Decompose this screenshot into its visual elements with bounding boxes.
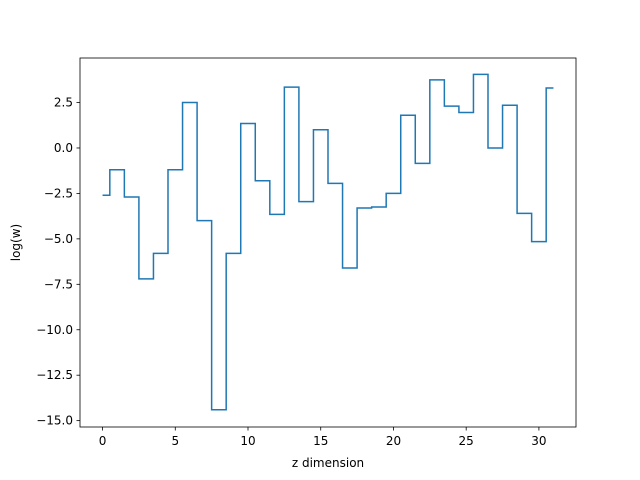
y-tick-label: −10.0 xyxy=(36,323,73,337)
x-axis: 0 5 10 15 20 25 30 xyxy=(99,427,547,448)
y-tick-label: 2.5 xyxy=(54,96,73,110)
y-tick-label: 0.0 xyxy=(54,141,73,155)
axes-frame xyxy=(79,57,577,428)
plot-area xyxy=(102,73,554,411)
x-axis-label: z dimension xyxy=(292,456,364,470)
x-tick-label: 30 xyxy=(531,434,546,448)
x-tick-label: 0 xyxy=(99,434,107,448)
x-tick-label: 10 xyxy=(240,434,255,448)
y-tick-label: −15.0 xyxy=(36,414,73,428)
y-tick-label: −12.5 xyxy=(36,368,73,382)
x-tick-label: 15 xyxy=(313,434,328,448)
x-tick-label: 20 xyxy=(386,434,401,448)
y-axis-label: log(w) xyxy=(9,224,23,261)
series-line xyxy=(102,73,554,411)
x-tick-label: 25 xyxy=(459,434,474,448)
y-tick-label: −5.0 xyxy=(44,232,73,246)
y-axis: −15.0 −12.5 −10.0 −7.5 −5.0 −2.5 0.0 2.5 xyxy=(36,96,80,428)
y-tick-label: −2.5 xyxy=(44,186,73,200)
y-tick-label: −7.5 xyxy=(44,277,73,291)
x-tick-label: 5 xyxy=(171,434,179,448)
